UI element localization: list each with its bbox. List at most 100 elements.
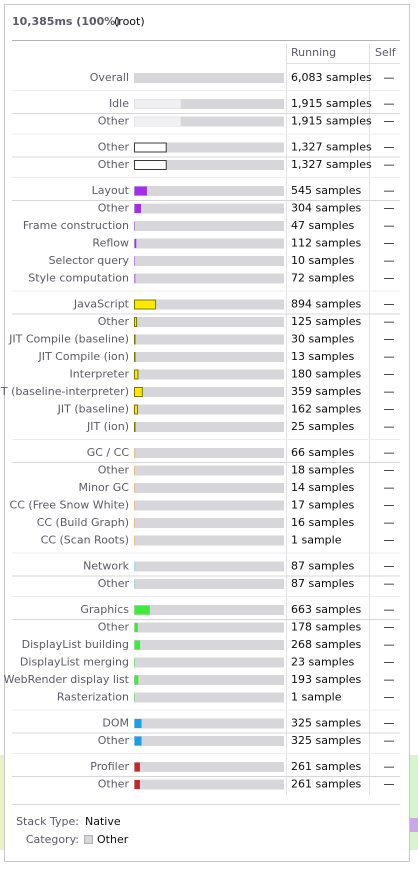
row-label: WebRender display list (4, 673, 130, 686)
bar-track (134, 718, 284, 729)
running-value: 162 samples (291, 403, 361, 416)
row-label: Minor GC (79, 481, 130, 494)
self-value: — (384, 656, 395, 669)
bar-track (134, 448, 284, 458)
node-name: (root) (114, 15, 145, 28)
running-value: 304 samples (291, 202, 361, 215)
footer-value: Other (97, 833, 129, 846)
running-value: 1,915 samples (291, 97, 372, 110)
self-value: — (384, 464, 395, 477)
running-value: 25 samples (291, 420, 354, 433)
column-header: Self (375, 46, 397, 59)
bar (134, 369, 139, 380)
running-value: 663 samples (291, 603, 361, 616)
bar-track (134, 736, 284, 746)
row-label: CC (Build Graph) (37, 516, 129, 529)
running-value: 1,327 samples (291, 141, 372, 154)
row-label: Other (98, 158, 130, 171)
bar-track (134, 422, 284, 432)
running-value: 18 samples (291, 464, 354, 477)
bar (134, 605, 150, 615)
row-label: Other (98, 202, 130, 215)
column-header: Running (291, 46, 336, 59)
running-value: 47 samples (291, 219, 354, 232)
bar (134, 239, 137, 248)
bar (134, 762, 140, 772)
row-label: Network (83, 560, 130, 573)
bar-track (134, 622, 284, 633)
bar (134, 186, 147, 196)
bar (134, 274, 136, 283)
row-label: Profiler (90, 760, 129, 773)
row-label: Other (98, 734, 130, 747)
self-value: — (384, 778, 395, 791)
bar-track (134, 692, 284, 703)
row-label: Rasterization (57, 691, 129, 704)
self-value: — (384, 638, 395, 651)
row-label: Other (98, 621, 130, 634)
row-label: JIT Compile (ion) (37, 350, 129, 363)
bar-track (134, 465, 284, 476)
running-value: 325 samples (291, 734, 361, 747)
bar-track (134, 518, 284, 528)
bar-track (134, 675, 284, 685)
self-value: — (384, 254, 395, 267)
running-value: 261 samples (291, 760, 361, 773)
bar-track (134, 186, 284, 196)
row-label: CC (Free Snow White) (10, 499, 129, 512)
self-value: — (384, 717, 395, 730)
bar (134, 518, 135, 528)
bar-track (134, 779, 284, 790)
running-value: 1,915 samples (291, 115, 372, 128)
self-value: — (384, 560, 395, 573)
running-value: 112 samples (291, 237, 361, 250)
bar (134, 658, 135, 667)
bar (134, 466, 135, 475)
running-value: 545 samples (291, 184, 361, 197)
running-value: 23 samples (291, 656, 354, 669)
bar-track (134, 160, 284, 170)
row-label: Other (98, 141, 130, 154)
running-value: 325 samples (291, 717, 361, 730)
row-label: Reflow (92, 237, 129, 250)
self-value: — (384, 219, 395, 232)
running-value: 6,083 samples (291, 71, 372, 84)
bar-track (134, 535, 284, 546)
self-value: — (384, 350, 395, 363)
self-value: — (384, 446, 395, 459)
row-label: JIT Compile (baseline) (8, 333, 129, 346)
bar (134, 142, 167, 153)
self-value: — (384, 237, 395, 250)
self-value: — (384, 385, 395, 398)
running-value: 1 sample (291, 691, 342, 704)
row-label: DOM (102, 717, 129, 730)
self-value: — (384, 534, 395, 547)
bar (134, 693, 135, 702)
running-value: 13 samples (291, 350, 354, 363)
running-value: 16 samples (291, 516, 354, 529)
row-label: JIT (ion) (86, 420, 129, 433)
running-value: 359 samples (291, 385, 361, 398)
bar (134, 387, 143, 397)
row-label: DisplayList merging (20, 656, 129, 669)
bar (134, 640, 141, 650)
category-swatch (84, 835, 93, 844)
running-value: 87 samples (291, 577, 354, 590)
background-fragment (408, 818, 418, 832)
bar-track (134, 500, 284, 511)
bar (134, 623, 138, 632)
self-value: — (384, 333, 395, 346)
self-value: — (384, 420, 395, 433)
bar (134, 562, 136, 571)
row-label: JIT (baseline-interpreter) (0, 385, 129, 398)
background-fragment (408, 755, 418, 850)
bar-track (134, 142, 284, 153)
bar-track (134, 334, 284, 345)
bar-track (134, 221, 284, 231)
row-label: CC (Scan Roots) (41, 534, 129, 547)
footer-label: Category: (26, 833, 79, 846)
bar-track (134, 404, 284, 415)
running-value: 261 samples (291, 778, 361, 791)
footer-label: Stack Type: (16, 815, 79, 828)
bar-track (134, 352, 284, 362)
